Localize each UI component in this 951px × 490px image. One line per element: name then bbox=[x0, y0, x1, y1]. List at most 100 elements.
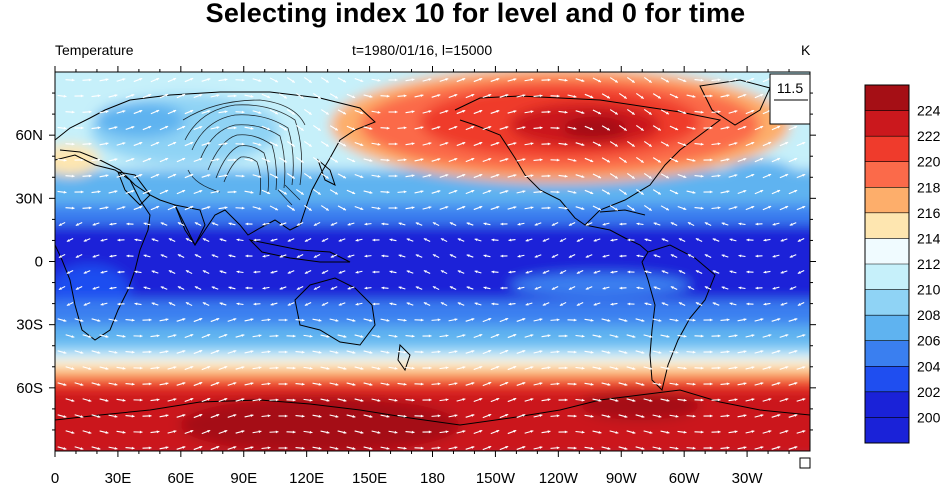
wind-vector-head bbox=[675, 159, 679, 163]
colorbar-label: 212 bbox=[917, 256, 941, 272]
wind-vector-head bbox=[411, 174, 415, 178]
wind-vector-head bbox=[614, 207, 618, 211]
colorbar-swatch bbox=[865, 238, 909, 265]
colorbar-label: 206 bbox=[917, 333, 941, 349]
wind-vector-head bbox=[777, 414, 781, 417]
reference-vector-label: 11.5 bbox=[777, 80, 803, 96]
wind-vector-head bbox=[173, 173, 177, 177]
wind-vector-head bbox=[590, 95, 594, 99]
wind-vector-head bbox=[768, 398, 772, 401]
wind-vector-head bbox=[199, 94, 203, 97]
wind-vector-head bbox=[712, 270, 716, 274]
wind-vector-head bbox=[785, 366, 789, 369]
wind-vector-head bbox=[797, 303, 801, 306]
wind-vector-head bbox=[352, 415, 356, 418]
wind-vector-head bbox=[97, 351, 101, 354]
wind-vector-head bbox=[335, 415, 339, 418]
wind-vector-head bbox=[726, 94, 730, 98]
wind-vector-head bbox=[661, 238, 665, 242]
wind-vector-head bbox=[80, 319, 84, 322]
wind-vector-head bbox=[505, 381, 509, 385]
wind-vector-head bbox=[457, 270, 461, 273]
wind-vector-head bbox=[640, 127, 644, 131]
wind-vector-head bbox=[97, 415, 101, 418]
wind-vector-head bbox=[143, 254, 147, 258]
wind-vector-head bbox=[462, 366, 466, 369]
wind-vector-head bbox=[377, 335, 381, 338]
wind-vector-head bbox=[794, 414, 798, 417]
wind-vector-head bbox=[258, 175, 262, 178]
wind-vector-head bbox=[598, 366, 602, 370]
wind-vectors bbox=[57, 76, 806, 451]
wind-vector-head bbox=[614, 143, 618, 147]
wind-vector-head bbox=[704, 254, 708, 257]
wind-vector-head bbox=[683, 398, 687, 402]
wind-vector-head bbox=[241, 206, 245, 210]
wind-vector-head bbox=[233, 414, 237, 417]
wind-vector-head bbox=[513, 142, 517, 145]
wind-vector-head bbox=[219, 238, 223, 242]
wind-vector-head bbox=[768, 334, 772, 337]
wind-vector-head bbox=[500, 222, 504, 226]
wind-vector-head bbox=[717, 174, 721, 178]
wind-vector-head bbox=[420, 158, 424, 162]
wind-vector-head bbox=[687, 254, 691, 257]
wind-vector-head bbox=[632, 431, 636, 434]
wind-vector-head bbox=[479, 206, 483, 209]
wind-vector-head bbox=[274, 79, 278, 83]
wind-vector-head bbox=[274, 111, 278, 115]
wind-vector-head bbox=[411, 430, 415, 434]
wind-vector-head bbox=[428, 334, 432, 338]
wind-vector-head bbox=[738, 286, 742, 290]
wind-vector-head bbox=[700, 142, 704, 146]
wind-vector-head bbox=[100, 270, 104, 274]
wind-vector-head bbox=[139, 78, 143, 81]
wind-vector-head bbox=[301, 446, 305, 450]
wind-vector-head bbox=[437, 94, 441, 97]
wind-vector-head bbox=[564, 174, 568, 178]
wind-vector-head bbox=[258, 143, 262, 146]
wind-vector-head bbox=[300, 95, 304, 99]
wind-vector-head bbox=[267, 159, 271, 163]
wind-vector-head bbox=[182, 189, 186, 193]
wind-vector-head bbox=[394, 142, 398, 146]
wind-vector-head bbox=[250, 190, 254, 194]
wind-vector-head bbox=[352, 383, 356, 386]
wind-vector-head bbox=[573, 350, 577, 354]
wind-vector-head bbox=[641, 319, 645, 322]
wind-vector-head bbox=[275, 366, 279, 370]
wind-vector-head bbox=[785, 398, 789, 401]
wind-vector-head bbox=[760, 414, 764, 417]
wind-vector-head bbox=[683, 143, 687, 146]
wind-vector-head bbox=[398, 222, 402, 226]
wind-vector-head bbox=[415, 254, 419, 257]
wind-vector-head bbox=[641, 447, 645, 450]
wind-vector-head bbox=[386, 126, 390, 130]
wind-vector-head bbox=[415, 222, 419, 225]
wind-vector-head bbox=[624, 415, 628, 418]
wind-vector-head bbox=[508, 238, 512, 242]
wind-vector-head bbox=[462, 206, 466, 209]
wind-vector-head bbox=[117, 270, 121, 274]
wind-vector-head bbox=[63, 190, 67, 194]
wind-vector-head bbox=[233, 158, 237, 162]
wind-vector-head bbox=[134, 270, 138, 274]
wind-vector-head bbox=[224, 430, 228, 433]
wind-vector-head bbox=[721, 286, 725, 290]
y-tick-label: 60N bbox=[15, 127, 43, 144]
wind-vector-head bbox=[454, 414, 458, 418]
wind-vector-head bbox=[148, 446, 152, 450]
wind-vector-head bbox=[717, 206, 721, 210]
wind-vector-head bbox=[216, 126, 220, 129]
wind-vector-head bbox=[606, 159, 610, 163]
wind-vector-head bbox=[228, 286, 232, 290]
wind-vector-head bbox=[573, 414, 577, 418]
wind-vector-head bbox=[598, 398, 602, 402]
wind-vector-head bbox=[743, 350, 747, 354]
wind-vector-head bbox=[71, 206, 75, 210]
wind-vector-head bbox=[437, 318, 441, 322]
wind-vector-head bbox=[369, 383, 373, 386]
colorbar-label: 208 bbox=[917, 307, 941, 323]
wind-vector-head bbox=[403, 318, 407, 322]
wind-vector-head bbox=[369, 447, 373, 450]
